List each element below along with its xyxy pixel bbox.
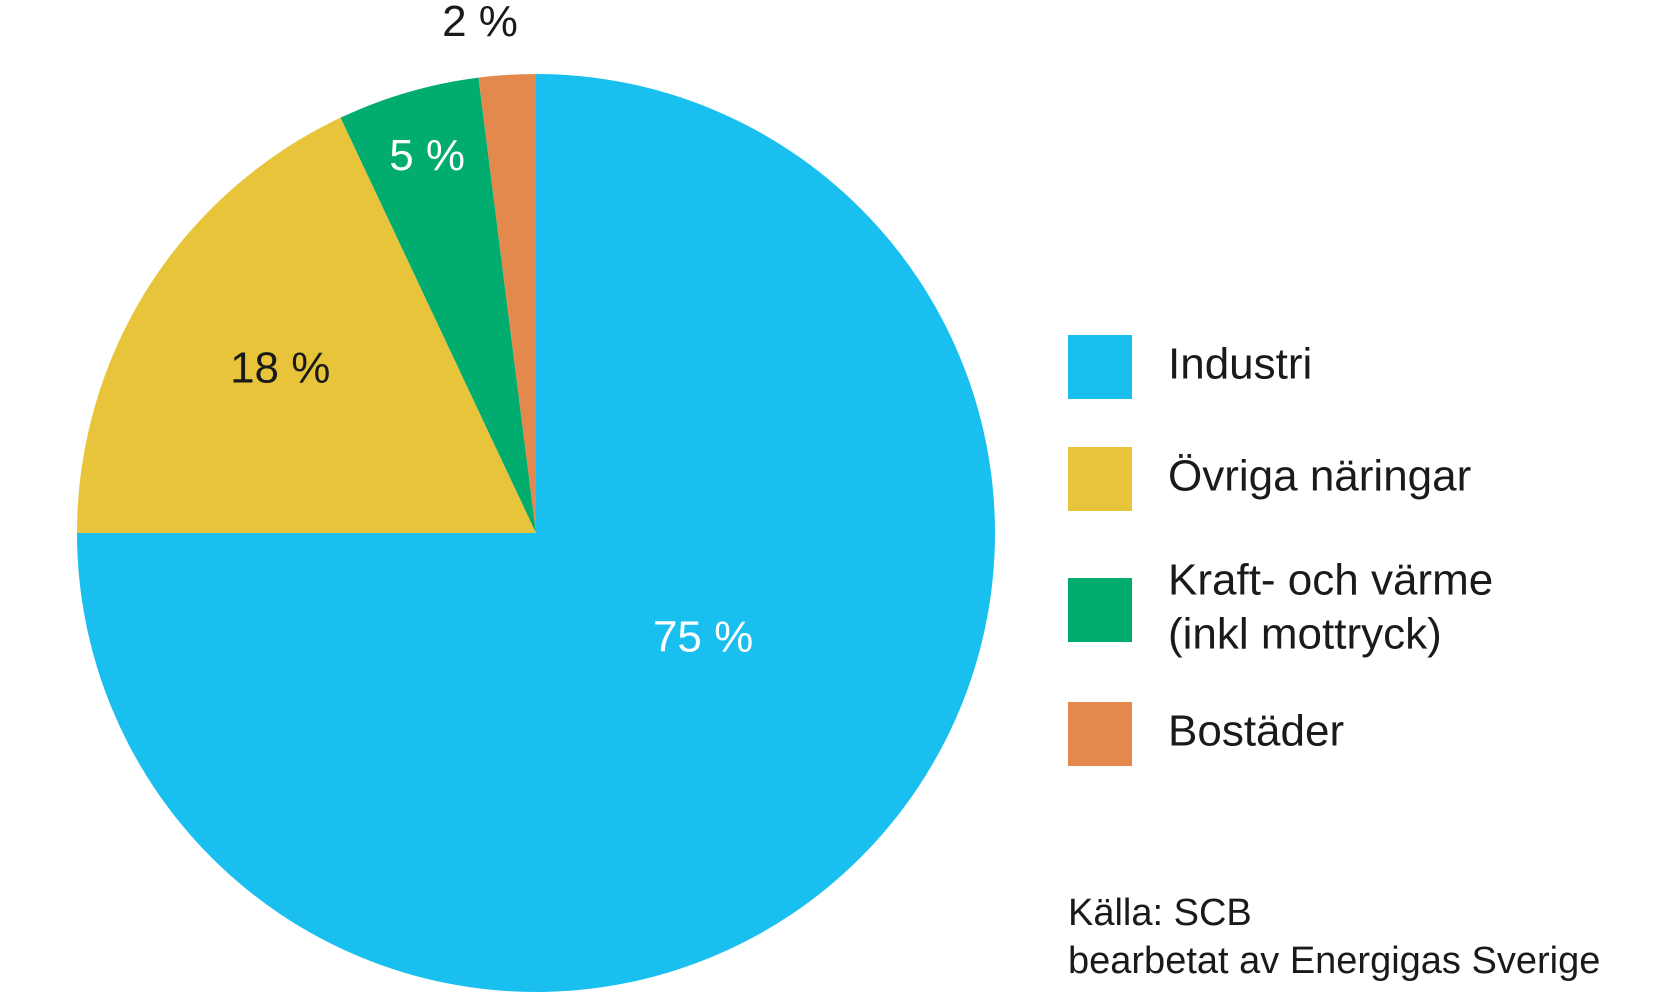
source-line-1: Källa: SCB (1068, 892, 1252, 934)
legend-label: Kraft- och värme (1168, 556, 1493, 605)
pie-slice-bostäder (478, 74, 536, 533)
pie-slice-label: 2 % (442, 0, 518, 46)
legend-swatch (1068, 702, 1132, 766)
legend-swatch (1068, 578, 1132, 642)
pie-slice-label: 5 % (389, 131, 465, 180)
pie-slice-label: 18 % (230, 343, 330, 392)
legend: Industri Övriga näringar Kraft- och värme (… (1068, 335, 1493, 766)
legend-label: Industri (1168, 340, 1312, 389)
legend-label: Övriga näringar (1168, 452, 1471, 501)
legend-swatch (1068, 335, 1132, 399)
source-note: Källa: SCB bearbetat av Energigas Sverig… (1068, 892, 1600, 982)
legend-label: Bostäder (1168, 707, 1344, 756)
pie-slice-label: 75 % (653, 613, 753, 662)
pie-slice-övriga-näringar (77, 117, 536, 533)
pie-slice-kraft-och-värme-inkl-mottryck (340, 77, 536, 533)
legend-swatch (1068, 447, 1132, 511)
legend-label: (inkl mottryck) (1168, 610, 1442, 659)
pie-slices (77, 74, 995, 992)
source-line-2: bearbetat av Energigas Sverige (1068, 940, 1600, 982)
pie-slice-labels: 75 % 18 % 5 % 2 % (230, 0, 753, 662)
